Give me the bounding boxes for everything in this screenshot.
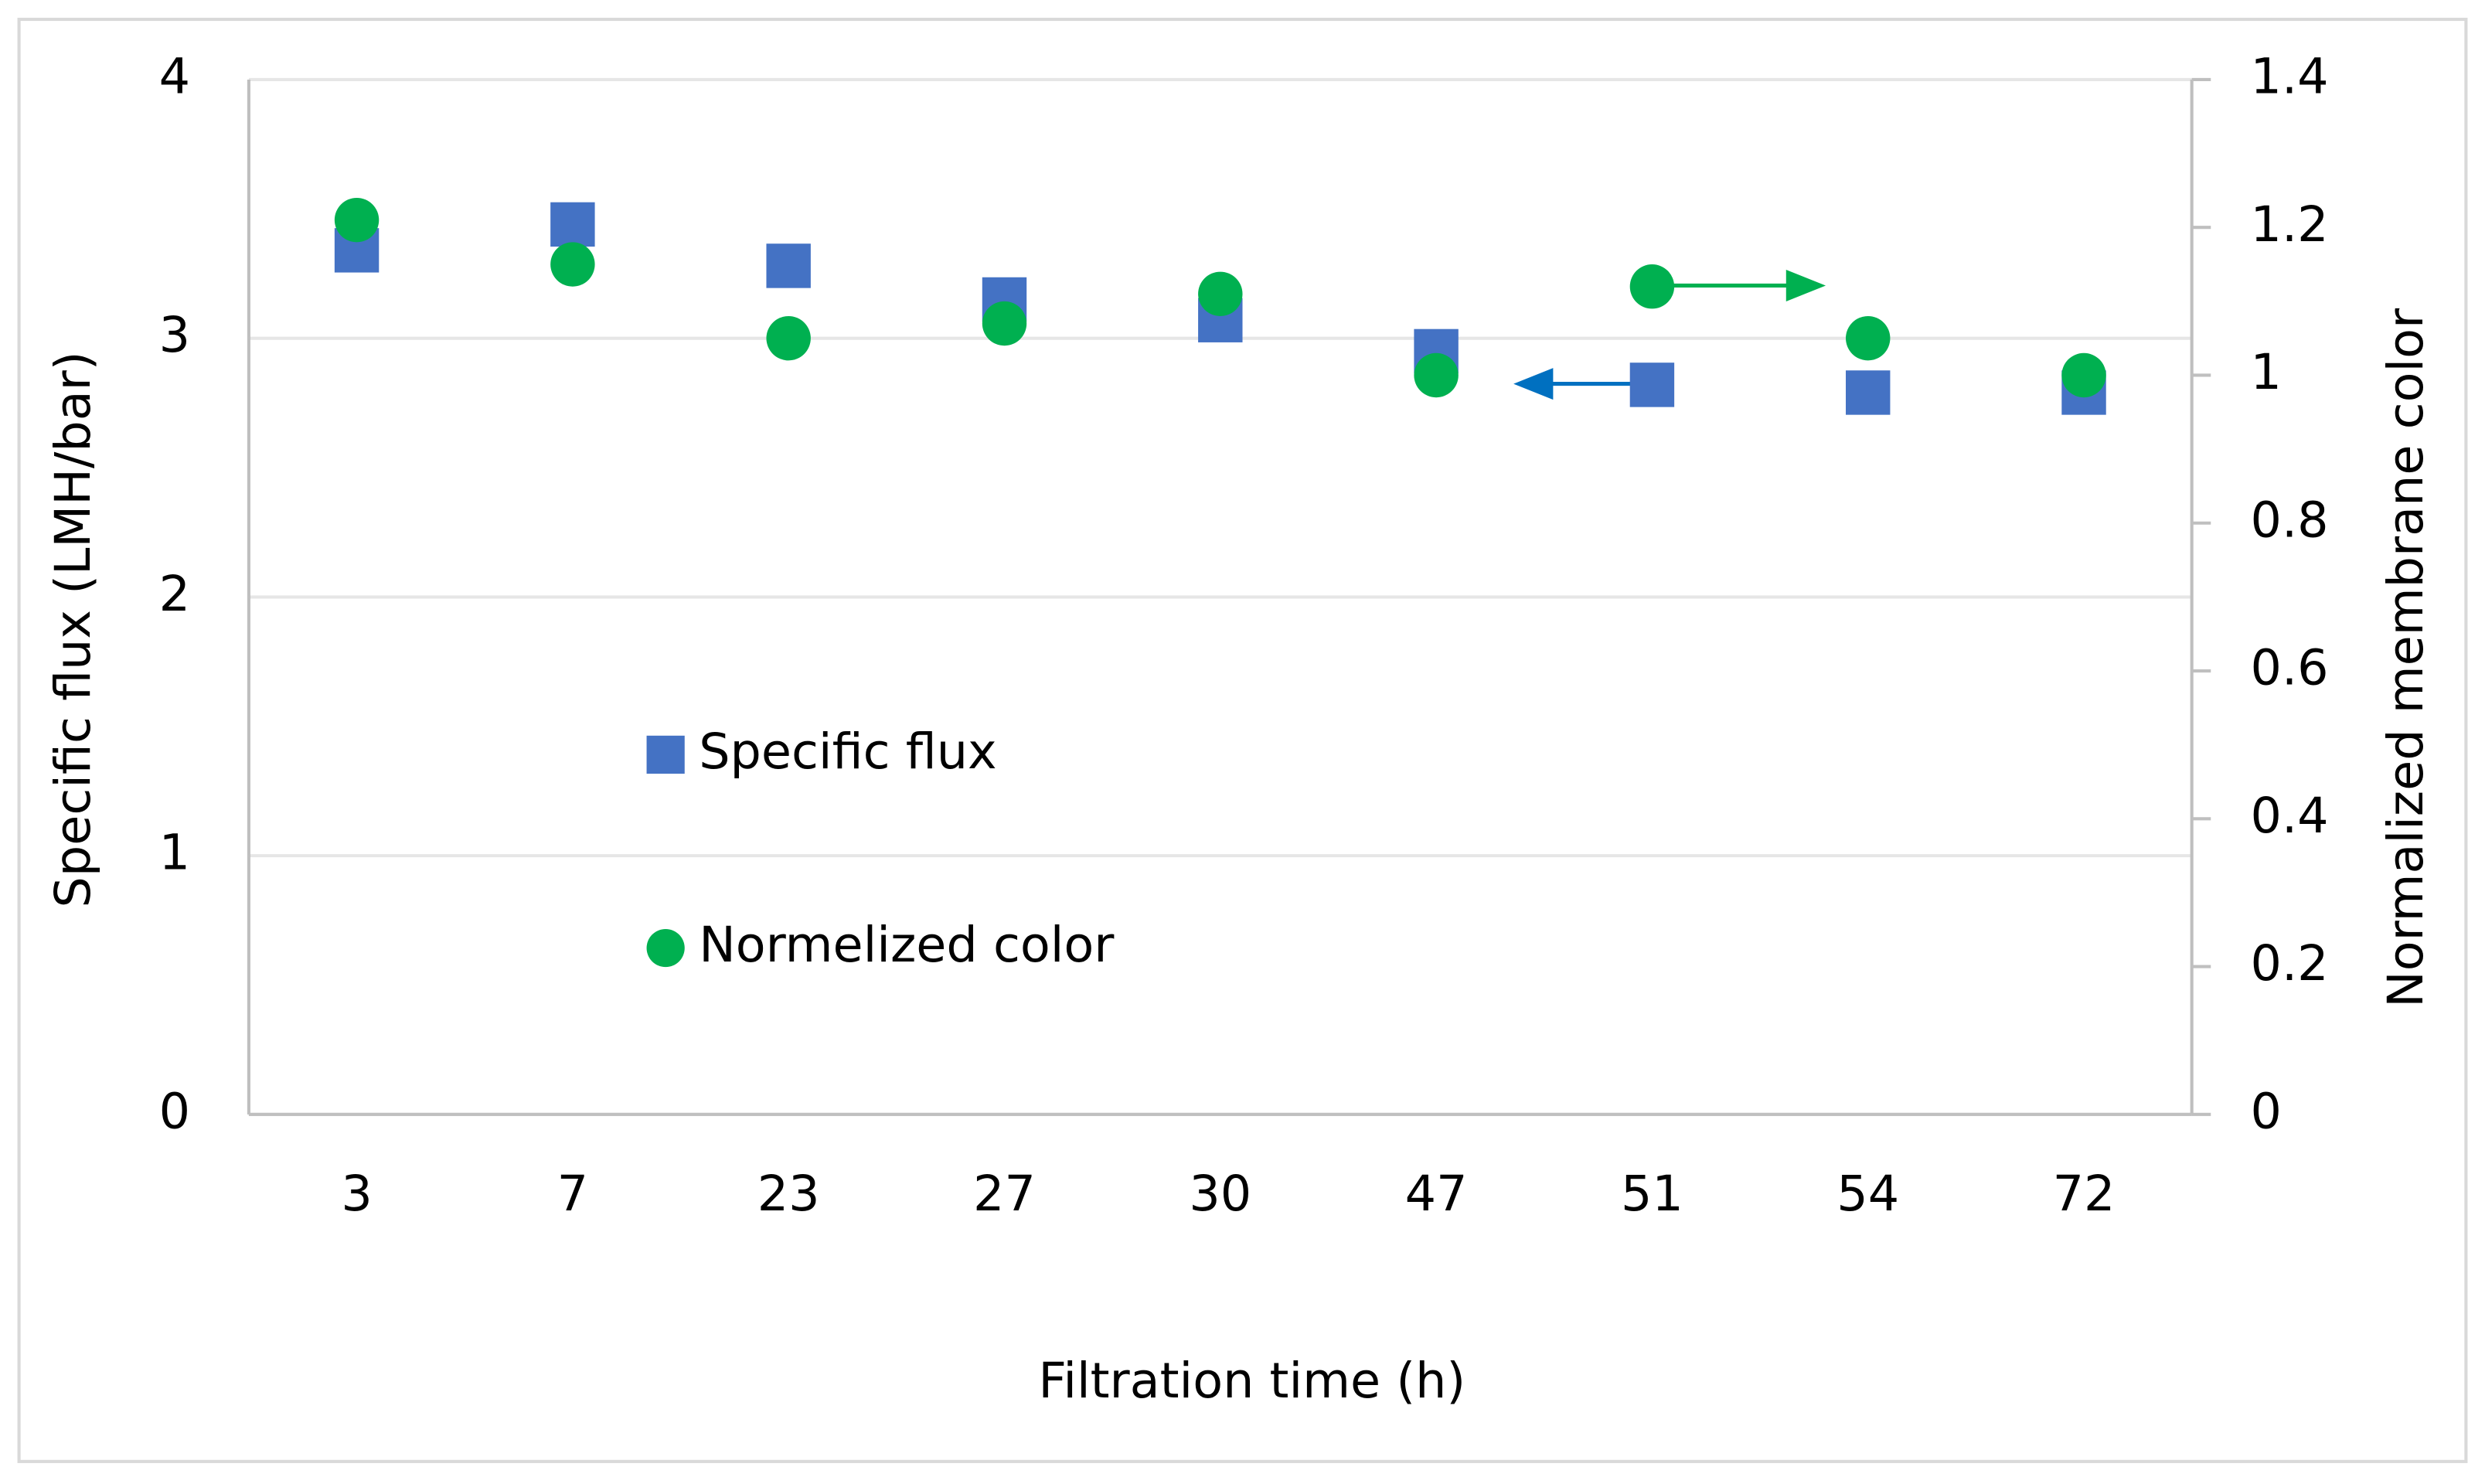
x-tick-label: 23 (757, 1165, 820, 1222)
legend-swatch (646, 735, 685, 774)
legend-label: Specific flux (699, 723, 996, 780)
data-point (982, 301, 1027, 346)
y-tick-label: 4 (159, 48, 190, 105)
y2-axis-title: Normalized membrane color (2377, 308, 2434, 1008)
y-tick-label: 1 (159, 824, 190, 881)
y-tick-label: 2 (159, 565, 190, 622)
y2-tick-label: 1.4 (2251, 48, 2329, 105)
data-point (550, 202, 595, 247)
data-point (1629, 362, 1675, 407)
chart-border (17, 17, 2468, 1463)
x-tick-label: 51 (1621, 1165, 1683, 1222)
data-point (2061, 352, 2106, 398)
x-tick-label: 72 (2053, 1165, 2116, 1222)
data-point (1846, 315, 1891, 361)
y2-tick-label: 0.8 (2251, 491, 2329, 548)
legend-swatch (646, 928, 685, 968)
y2-tick-label: 1 (2251, 343, 2282, 400)
data-point (334, 197, 380, 243)
y-axis-title: Specific flux (LMH/bar) (44, 351, 101, 907)
y2-tick-label: 0.4 (2251, 787, 2329, 844)
y-tick-label: 0 (159, 1082, 190, 1139)
x-tick-label: 3 (341, 1165, 372, 1222)
data-point (550, 242, 595, 287)
data-point (1198, 271, 1243, 316)
x-tick-label: 47 (1405, 1165, 1468, 1222)
x-axis-title: Filtration time (h) (1038, 1352, 1465, 1409)
y2-tick-label: 0 (2251, 1082, 2282, 1139)
data-point (766, 243, 811, 288)
y2-tick-label: 0.6 (2251, 639, 2329, 696)
x-tick-label: 7 (557, 1165, 588, 1222)
right-arrow (1656, 269, 1826, 301)
data-point (1629, 264, 1675, 309)
legend-label: Normelized color (699, 916, 1115, 973)
data-point (1846, 370, 1891, 415)
y-tick-label: 3 (159, 306, 190, 363)
y2-tick-label: 1.2 (2251, 196, 2329, 253)
x-tick-label: 54 (1837, 1165, 1899, 1222)
y2-tick-label: 0.2 (2251, 934, 2329, 992)
x-tick-label: 27 (973, 1165, 1036, 1222)
x-tick-label: 30 (1189, 1165, 1251, 1222)
data-point (1414, 352, 1459, 398)
data-point (766, 315, 811, 361)
